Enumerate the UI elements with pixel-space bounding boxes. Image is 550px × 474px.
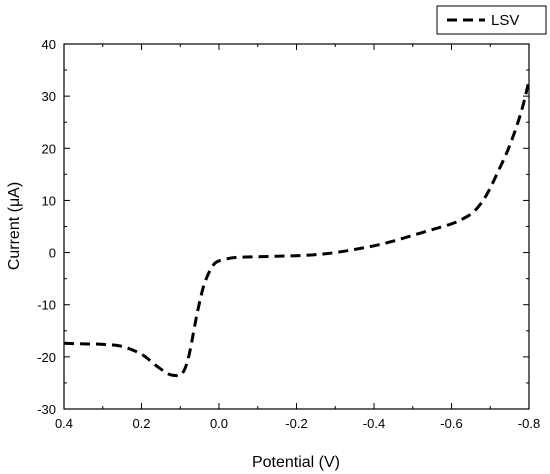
y-tick-label: 10 <box>42 193 56 208</box>
x-axis: 0.4 0.2 0.0 -0.2 -0.4 -0.6 -0.8 <box>55 44 540 431</box>
x-tick-label: -0.4 <box>363 416 385 431</box>
x-tick-label: 0.4 <box>55 416 73 431</box>
y-axis: -30 -20 -10 0 10 20 30 40 <box>37 37 529 417</box>
x-axis-title: Potential (V) <box>252 454 340 471</box>
y-tick-label: 0 <box>49 246 56 261</box>
x-tick-label: -0.6 <box>440 416 462 431</box>
y-tick-label: 30 <box>42 89 56 104</box>
y-tick-label: 20 <box>42 141 56 156</box>
x-tick-label: 0.0 <box>210 416 228 431</box>
y-tick-label: -30 <box>37 402 56 417</box>
x-tick-label: -0.8 <box>518 416 540 431</box>
x-tick-label: 0.2 <box>132 416 150 431</box>
series-line-lsv <box>63 80 531 378</box>
x-tick-label: -0.2 <box>285 416 307 431</box>
legend-label-lsv: LSV <box>491 12 519 29</box>
plot-frame <box>63 43 530 410</box>
y-tick-label: 40 <box>42 37 56 52</box>
legend: LSV <box>436 5 547 35</box>
y-axis-title: Current (μA) <box>6 182 23 270</box>
y-tick-label: -10 <box>37 298 56 313</box>
y-tick-label: -20 <box>37 350 56 365</box>
